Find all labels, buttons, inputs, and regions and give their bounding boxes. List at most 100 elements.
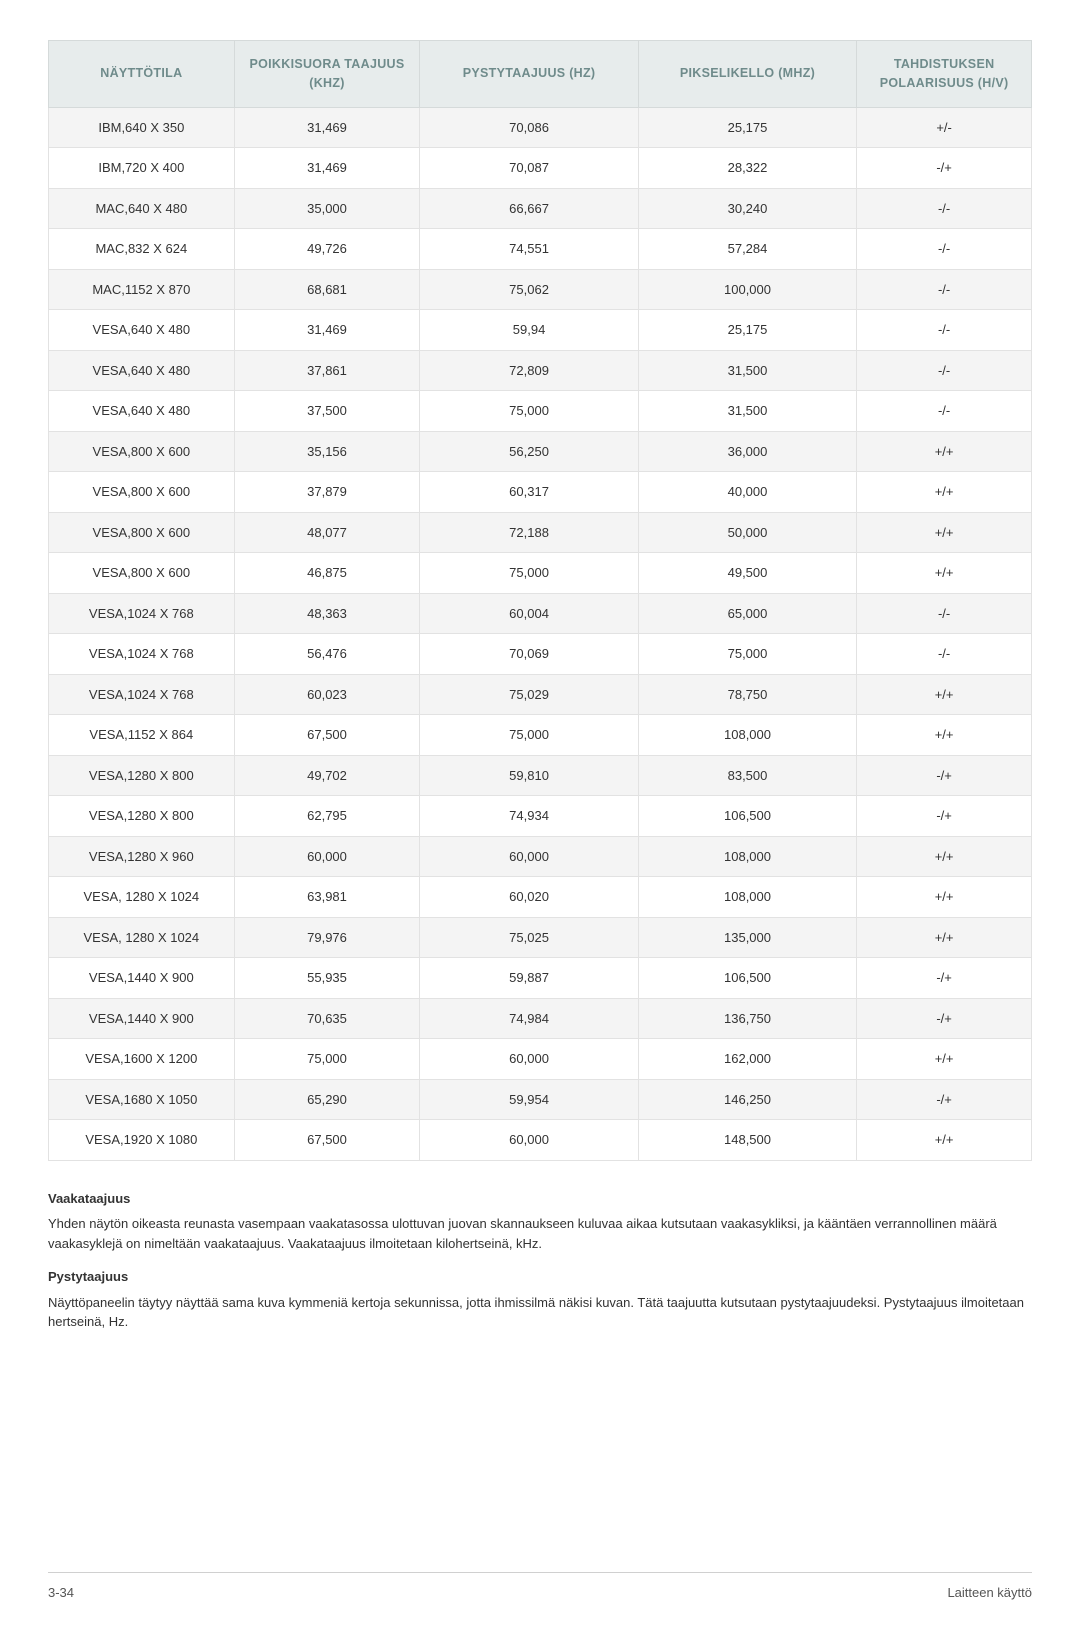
table-cell: +/+ xyxy=(857,553,1032,594)
table-cell: +/+ xyxy=(857,1039,1032,1080)
table-cell: 49,726 xyxy=(234,229,420,270)
table-cell: -/- xyxy=(857,310,1032,351)
table-cell: -/+ xyxy=(857,998,1032,1039)
table-cell: 162,000 xyxy=(638,1039,856,1080)
table-cell: 75,000 xyxy=(420,553,638,594)
table-cell: 28,322 xyxy=(638,148,856,189)
table-cell: 74,934 xyxy=(420,796,638,837)
table-row: VESA,1680 X 105065,29059,954146,250-/+ xyxy=(49,1079,1032,1120)
table-cell: 75,029 xyxy=(420,674,638,715)
table-cell: 36,000 xyxy=(638,431,856,472)
heading-vaakataajuus: Vaakataajuus xyxy=(48,1189,1032,1209)
table-cell: 136,750 xyxy=(638,998,856,1039)
table-cell: +/+ xyxy=(857,877,1032,918)
table-row: VESA,1280 X 96060,00060,000108,000+/+ xyxy=(49,836,1032,877)
display-modes-table: NÄYTTÖTILA POIKKISUORA TAAJUUS (KHZ) PYS… xyxy=(48,40,1032,1161)
table-cell: 74,984 xyxy=(420,998,638,1039)
table-cell: 83,500 xyxy=(638,755,856,796)
table-cell: +/+ xyxy=(857,431,1032,472)
table-cell: VESA,1024 X 768 xyxy=(49,674,235,715)
table-cell: 59,887 xyxy=(420,958,638,999)
table-cell: 75,062 xyxy=(420,269,638,310)
table-cell: -/+ xyxy=(857,796,1032,837)
table-cell: VESA,1024 X 768 xyxy=(49,634,235,675)
table-cell: VESA,1440 X 900 xyxy=(49,998,235,1039)
table-cell: 31,500 xyxy=(638,350,856,391)
table-cell: +/+ xyxy=(857,715,1032,756)
table-cell: 65,290 xyxy=(234,1079,420,1120)
table-cell: +/- xyxy=(857,107,1032,148)
table-row: MAC,832 X 62449,72674,55157,284-/- xyxy=(49,229,1032,270)
table-cell: -/- xyxy=(857,188,1032,229)
table-cell: 48,363 xyxy=(234,593,420,634)
table-cell: 60,000 xyxy=(234,836,420,877)
table-cell: 75,000 xyxy=(638,634,856,675)
table-cell: 37,861 xyxy=(234,350,420,391)
table-row: VESA,640 X 48037,86172,80931,500-/- xyxy=(49,350,1032,391)
table-row: VESA,1280 X 80062,79574,934106,500-/+ xyxy=(49,796,1032,837)
table-cell: 106,500 xyxy=(638,958,856,999)
table-cell: 50,000 xyxy=(638,512,856,553)
table-cell: +/+ xyxy=(857,674,1032,715)
table-cell: 37,500 xyxy=(234,391,420,432)
table-cell: VESA, 1280 X 1024 xyxy=(49,877,235,918)
table-row: VESA,800 X 60037,87960,31740,000+/+ xyxy=(49,472,1032,513)
table-cell: IBM,640 X 350 xyxy=(49,107,235,148)
table-cell: 35,000 xyxy=(234,188,420,229)
table-cell: -/- xyxy=(857,229,1032,270)
table-cell: -/- xyxy=(857,634,1032,675)
table-cell: 60,000 xyxy=(420,836,638,877)
table-cell: 66,667 xyxy=(420,188,638,229)
table-row: VESA,800 X 60046,87575,00049,500+/+ xyxy=(49,553,1032,594)
page-footer: 3-34 Laitteen käyttö xyxy=(48,1572,1032,1603)
para-vaakataajuus: Yhden näytön oikeasta reunasta vasempaan… xyxy=(48,1214,1032,1253)
table-cell: 30,240 xyxy=(638,188,856,229)
table-cell: VESA,640 X 480 xyxy=(49,310,235,351)
table-cell: 60,004 xyxy=(420,593,638,634)
col-header-pixclock: PIKSELIKELLO (MHZ) xyxy=(638,41,856,108)
table-row: VESA,800 X 60048,07772,18850,000+/+ xyxy=(49,512,1032,553)
table-cell: VESA,1280 X 960 xyxy=(49,836,235,877)
table-cell: VESA,1152 X 864 xyxy=(49,715,235,756)
table-cell: 56,476 xyxy=(234,634,420,675)
table-cell: VESA,1280 X 800 xyxy=(49,796,235,837)
table-cell: 57,284 xyxy=(638,229,856,270)
table-cell: 59,954 xyxy=(420,1079,638,1120)
table-row: VESA,800 X 60035,15656,25036,000+/+ xyxy=(49,431,1032,472)
table-cell: -/- xyxy=(857,350,1032,391)
table-cell: 72,809 xyxy=(420,350,638,391)
table-row: VESA,1024 X 76848,36360,00465,000-/- xyxy=(49,593,1032,634)
col-header-syncpol: TAHDISTUKSEN POLAARISUUS (H/V) xyxy=(857,41,1032,108)
table-cell: MAC,832 X 624 xyxy=(49,229,235,270)
table-cell: VESA,800 X 600 xyxy=(49,472,235,513)
heading-pystytaajuus: Pystytaajuus xyxy=(48,1267,1032,1287)
table-cell: 146,250 xyxy=(638,1079,856,1120)
table-cell: 75,000 xyxy=(234,1039,420,1080)
table-row: IBM,640 X 35031,46970,08625,175+/- xyxy=(49,107,1032,148)
table-cell: 74,551 xyxy=(420,229,638,270)
table-cell: 65,000 xyxy=(638,593,856,634)
table-cell: 31,469 xyxy=(234,148,420,189)
table-cell: 59,94 xyxy=(420,310,638,351)
table-cell: 40,000 xyxy=(638,472,856,513)
table-cell: -/- xyxy=(857,269,1032,310)
table-cell: 31,469 xyxy=(234,107,420,148)
table-row: VESA, 1280 X 102479,97675,025135,000+/+ xyxy=(49,917,1032,958)
table-cell: 46,875 xyxy=(234,553,420,594)
table-cell: 25,175 xyxy=(638,310,856,351)
table-cell: 108,000 xyxy=(638,715,856,756)
table-body: IBM,640 X 35031,46970,08625,175+/-IBM,72… xyxy=(49,107,1032,1160)
table-cell: 75,000 xyxy=(420,391,638,432)
table-cell: VESA,1680 X 1050 xyxy=(49,1079,235,1120)
table-cell: 31,469 xyxy=(234,310,420,351)
table-cell: +/+ xyxy=(857,917,1032,958)
table-cell: MAC,640 X 480 xyxy=(49,188,235,229)
table-cell: 75,000 xyxy=(420,715,638,756)
table-cell: 63,981 xyxy=(234,877,420,918)
table-cell: VESA,800 X 600 xyxy=(49,431,235,472)
table-cell: 60,020 xyxy=(420,877,638,918)
table-cell: 100,000 xyxy=(638,269,856,310)
table-cell: VESA, 1280 X 1024 xyxy=(49,917,235,958)
table-cell: VESA,1600 X 1200 xyxy=(49,1039,235,1080)
table-cell: 72,188 xyxy=(420,512,638,553)
